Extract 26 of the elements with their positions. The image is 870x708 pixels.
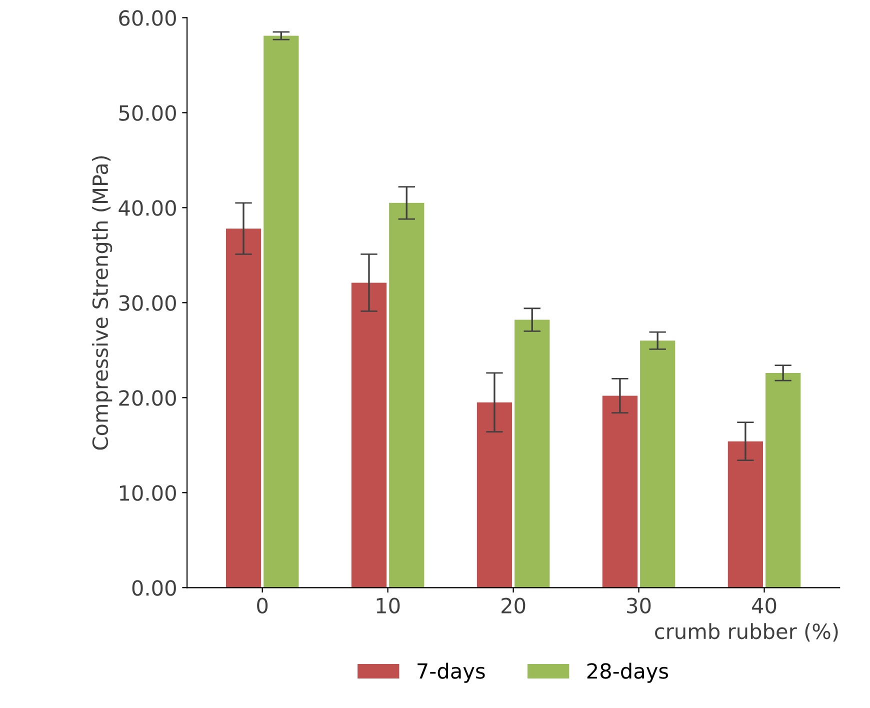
x-axis-title: crumb rubber (%) (655, 623, 838, 642)
bar (766, 372, 801, 588)
y-tick-label: 10.00 (120, 485, 176, 501)
x-tick-label: 10 (376, 598, 400, 614)
x-tick-label: 0 (257, 598, 268, 614)
bar (602, 396, 638, 588)
y-tick-label: 20.00 (119, 390, 176, 406)
y-axis-title: Compressive Strength (MPa) (92, 156, 112, 450)
x-tick-label: 20 (502, 598, 526, 614)
y-tick-label: 60.00 (119, 10, 176, 26)
y-tick-label: 50.00 (119, 105, 176, 121)
legend-label: 28-days (587, 662, 668, 683)
bar (476, 402, 512, 588)
bar (264, 36, 299, 588)
bar (351, 282, 387, 588)
x-tick-label: 30 (627, 598, 651, 614)
bar (514, 320, 550, 588)
x-tick-label: 40 (752, 598, 776, 614)
bar (728, 441, 764, 588)
y-tick-label: 0.00 (132, 580, 176, 596)
bar (640, 340, 676, 588)
bar (226, 228, 262, 588)
legend-label: 7-days (418, 662, 485, 683)
y-tick-label: 30.00 (119, 295, 176, 311)
bar (389, 202, 424, 588)
y-tick-label: 40.00 (118, 200, 176, 216)
